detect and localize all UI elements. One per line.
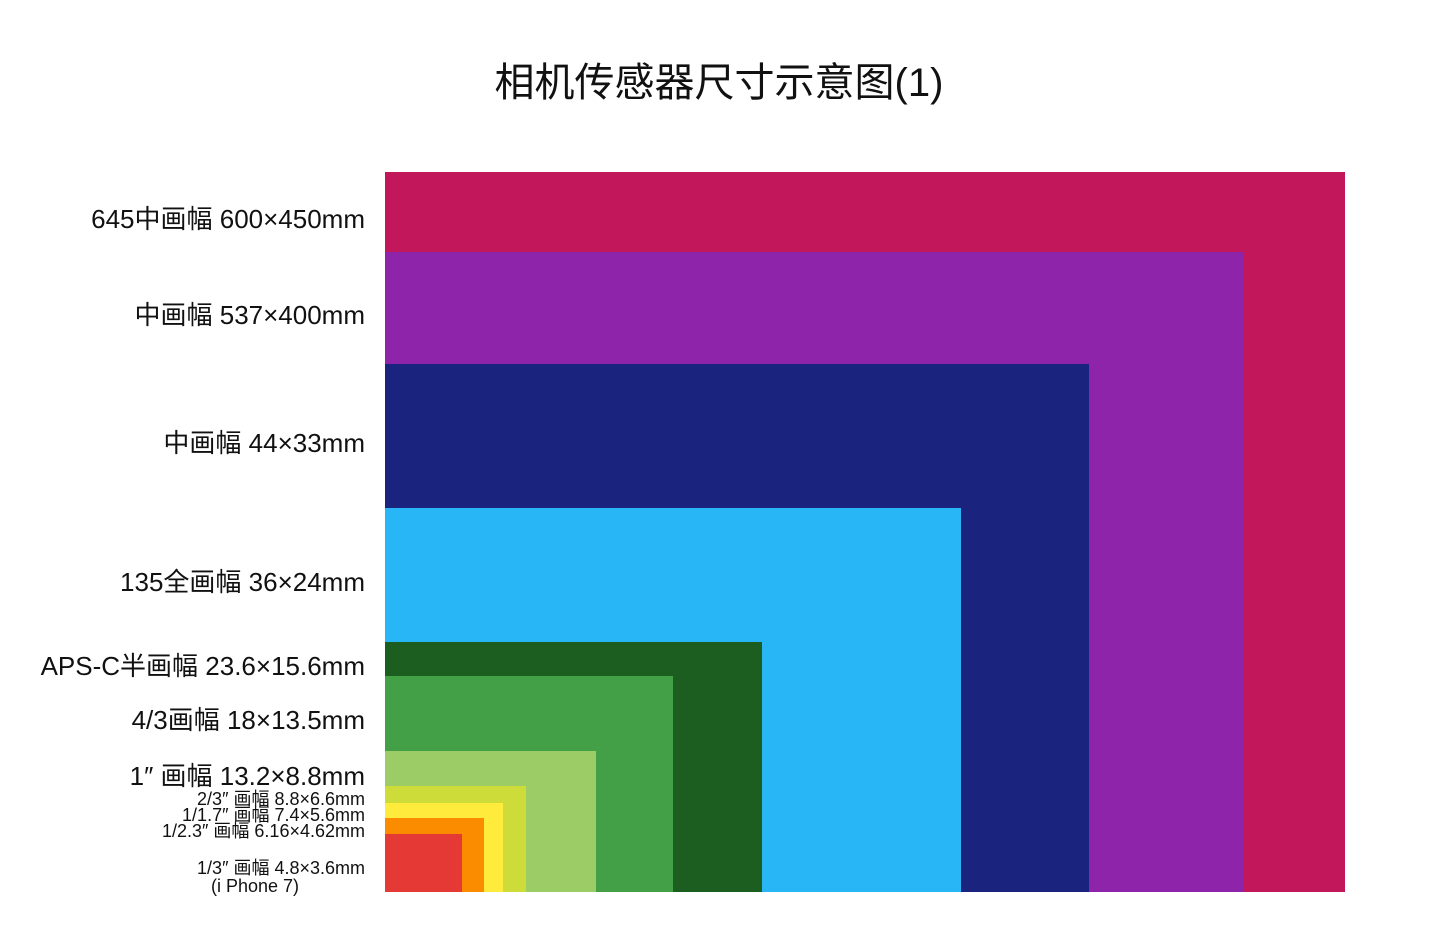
sensor-label: 4/3画幅 18×13.5mm (132, 700, 365, 737)
sensor-label: 中画幅 44×33mm (163, 423, 365, 460)
sensor-diagram (385, 172, 1345, 892)
sensor-label: 135全画幅 36×24mm (120, 562, 365, 599)
sensor-label: 1/2.3″ 画幅 6.16×4.62mm (162, 817, 365, 843)
sensor-label: 中画幅 537×400mm (135, 295, 365, 332)
sensor-label: 645中画幅 600×450mm (91, 199, 365, 236)
sensor-label: APS-C半画幅 23.6×15.6mm (41, 646, 365, 683)
page-title: 相机传感器尺寸示意图(1) (0, 50, 1438, 108)
sensor-sublabel: (i Phone 7) (145, 876, 365, 897)
sensor-rect (385, 834, 462, 892)
